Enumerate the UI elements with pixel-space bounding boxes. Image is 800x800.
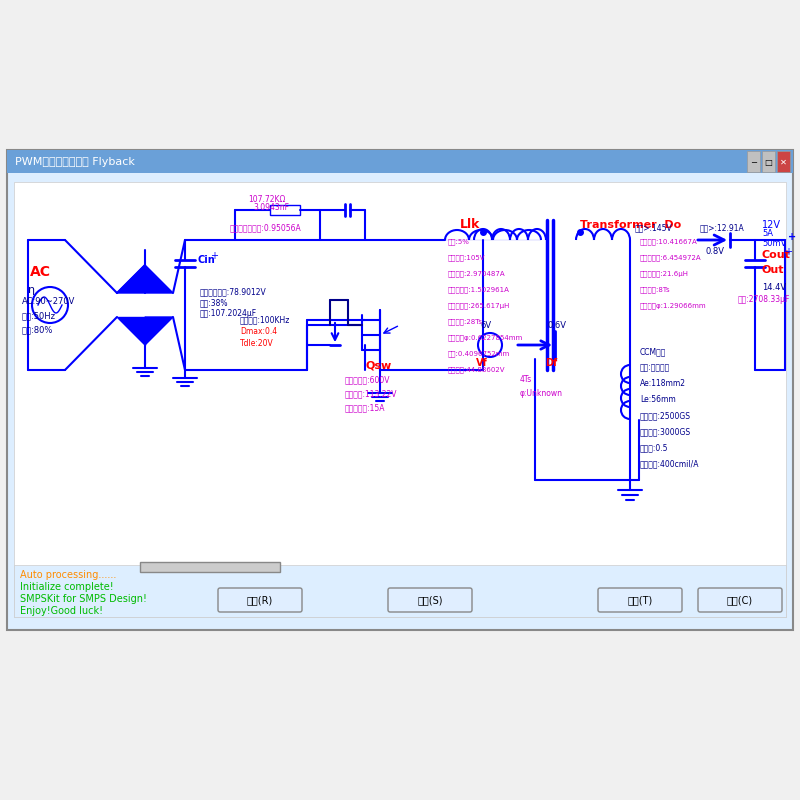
Text: Vf: Vf xyxy=(476,358,488,368)
FancyBboxPatch shape xyxy=(762,151,775,172)
Text: 峰值磁密:2500GS: 峰值磁密:2500GS xyxy=(640,411,691,421)
Text: 频率:50Hz: 频率:50Hz xyxy=(22,311,56,321)
FancyBboxPatch shape xyxy=(598,588,682,612)
Text: 50mV: 50mV xyxy=(762,238,786,247)
FancyBboxPatch shape xyxy=(7,150,793,173)
Text: Qsw: Qsw xyxy=(365,360,391,370)
Text: CCM模式: CCM模式 xyxy=(640,347,666,357)
Polygon shape xyxy=(145,317,173,345)
Text: 开关频率:100KHz: 开关频率:100KHz xyxy=(240,315,290,325)
Text: 12V: 12V xyxy=(762,220,781,230)
Text: 背景(C): 背景(C) xyxy=(727,595,753,605)
Polygon shape xyxy=(117,317,145,345)
FancyBboxPatch shape xyxy=(777,151,790,172)
Text: 3.0943nF: 3.0943nF xyxy=(253,202,289,211)
FancyBboxPatch shape xyxy=(388,588,472,612)
Text: SMPSKit for SMPS Design!: SMPSKit for SMPS Design! xyxy=(20,594,147,604)
Text: 初级匡数:28Ts: 初级匡数:28Ts xyxy=(448,318,483,326)
Text: 气隙:0.4096752mm: 气隙:0.4096752mm xyxy=(448,350,510,358)
Text: Cin: Cin xyxy=(197,255,214,265)
Text: 电容:107.2024μF: 电容:107.2024μF xyxy=(200,310,257,318)
Text: 电流>:12.91A: 电流>:12.91A xyxy=(700,223,745,233)
Text: 漏感失峰:105V: 漏感失峰:105V xyxy=(448,254,486,262)
Polygon shape xyxy=(117,265,145,293)
FancyBboxPatch shape xyxy=(698,588,782,612)
Text: 纹波:38%: 纹波:38% xyxy=(200,298,229,307)
Text: 电流应激值:15A: 电流应激值:15A xyxy=(345,403,386,413)
Text: 5A: 5A xyxy=(762,230,773,238)
Text: 耐压裕量:113.22V: 耐压裕量:113.22V xyxy=(345,390,398,398)
Text: 初级线径φ:0.6227854mm: 初级线径φ:0.6227854mm xyxy=(448,334,523,342)
Text: 输入电流平均值:0.95056A: 输入电流平均值:0.95056A xyxy=(230,223,302,233)
Polygon shape xyxy=(145,265,173,293)
Text: 磁芯:未知型号: 磁芯:未知型号 xyxy=(640,363,670,373)
Text: 0.6V: 0.6V xyxy=(548,321,567,330)
Text: 电流有效值:1.502961A: 电流有效值:1.502961A xyxy=(448,286,510,294)
Text: 电压>:145V: 电压>:145V xyxy=(635,223,673,233)
Text: 饱和磁密:3000GS: 饱和磁密:3000GS xyxy=(640,427,691,437)
Text: 电流峰值:10.41667A: 电流峰值:10.41667A xyxy=(640,238,698,246)
Text: 14.4V: 14.4V xyxy=(762,283,786,293)
Text: ✕: ✕ xyxy=(780,158,787,166)
Text: Transformer  Do: Transformer Do xyxy=(580,220,682,230)
Text: Ae:118mm2: Ae:118mm2 xyxy=(640,379,686,389)
Text: 次级匡数:8Ts: 次级匡数:8Ts xyxy=(640,286,670,294)
Text: 估计:2708.33μF: 估计:2708.33μF xyxy=(738,295,790,305)
Text: 效率:80%: 效率:80% xyxy=(22,326,54,334)
FancyBboxPatch shape xyxy=(747,151,760,172)
Text: 107.72KΩ: 107.72KΩ xyxy=(248,195,286,205)
Text: Auto processing......: Auto processing...... xyxy=(20,570,116,580)
Text: 0.8V: 0.8V xyxy=(705,247,724,257)
Text: Llk: Llk xyxy=(460,218,480,231)
Text: Tdle:20V: Tdle:20V xyxy=(240,338,274,347)
FancyBboxPatch shape xyxy=(7,150,793,630)
Text: φ:Unknown: φ:Unknown xyxy=(520,390,563,398)
Text: 电流密度:400cmil/A: 电流密度:400cmil/A xyxy=(640,459,699,469)
Text: Df: Df xyxy=(545,358,558,368)
Text: 折射电压:44.88602V: 折射电压:44.88602V xyxy=(448,366,506,374)
Text: Initialize complete!: Initialize complete! xyxy=(20,582,114,592)
FancyBboxPatch shape xyxy=(14,182,786,617)
Text: 保存(S): 保存(S) xyxy=(418,595,442,605)
Text: AC:90~270V: AC:90~270V xyxy=(22,298,75,306)
Text: η: η xyxy=(28,285,35,295)
FancyBboxPatch shape xyxy=(218,588,302,612)
FancyBboxPatch shape xyxy=(270,205,300,215)
Text: □: □ xyxy=(765,158,773,166)
Text: 最低整流电压:78.9012V: 最低整流电压:78.9012V xyxy=(200,287,266,297)
Text: Enjoy!Good luck!: Enjoy!Good luck! xyxy=(20,606,103,616)
Text: 4Ts: 4Ts xyxy=(520,375,532,385)
Text: +: + xyxy=(788,232,796,242)
Text: Dmax:0.4: Dmax:0.4 xyxy=(240,327,277,337)
Text: 电流有效值:6.454972A: 电流有效值:6.454972A xyxy=(640,254,702,262)
Text: +: + xyxy=(784,247,792,257)
Text: 漏感:5%: 漏感:5% xyxy=(448,238,470,246)
Text: ─: ─ xyxy=(751,158,756,166)
Text: 字体(T): 字体(T) xyxy=(627,595,653,605)
Text: 返回(R): 返回(R) xyxy=(247,595,273,605)
Text: 开关管耐压:600V: 开关管耐压:600V xyxy=(345,375,390,385)
Text: Cout: Cout xyxy=(762,250,791,260)
Text: +: + xyxy=(210,251,218,261)
Text: 初级电感量:265.617μH: 初级电感量:265.617μH xyxy=(448,302,510,310)
Text: Out: Out xyxy=(762,265,785,275)
Text: 纹波率:0.5: 纹波率:0.5 xyxy=(640,443,669,453)
Text: 次级电感量:21.6μH: 次级电感量:21.6μH xyxy=(640,270,689,278)
Text: PWM单端反激变换器 Flyback: PWM单端反激变换器 Flyback xyxy=(15,157,135,167)
Text: AC: AC xyxy=(30,265,51,279)
Text: 电流峰值:2.970487A: 电流峰值:2.970487A xyxy=(448,270,506,278)
Text: 次级线径φ:1.29066mm: 次级线径φ:1.29066mm xyxy=(640,302,706,310)
FancyBboxPatch shape xyxy=(140,562,280,572)
Text: Le:56mm: Le:56mm xyxy=(640,395,676,405)
Text: 6V: 6V xyxy=(480,321,491,330)
FancyBboxPatch shape xyxy=(14,565,786,617)
